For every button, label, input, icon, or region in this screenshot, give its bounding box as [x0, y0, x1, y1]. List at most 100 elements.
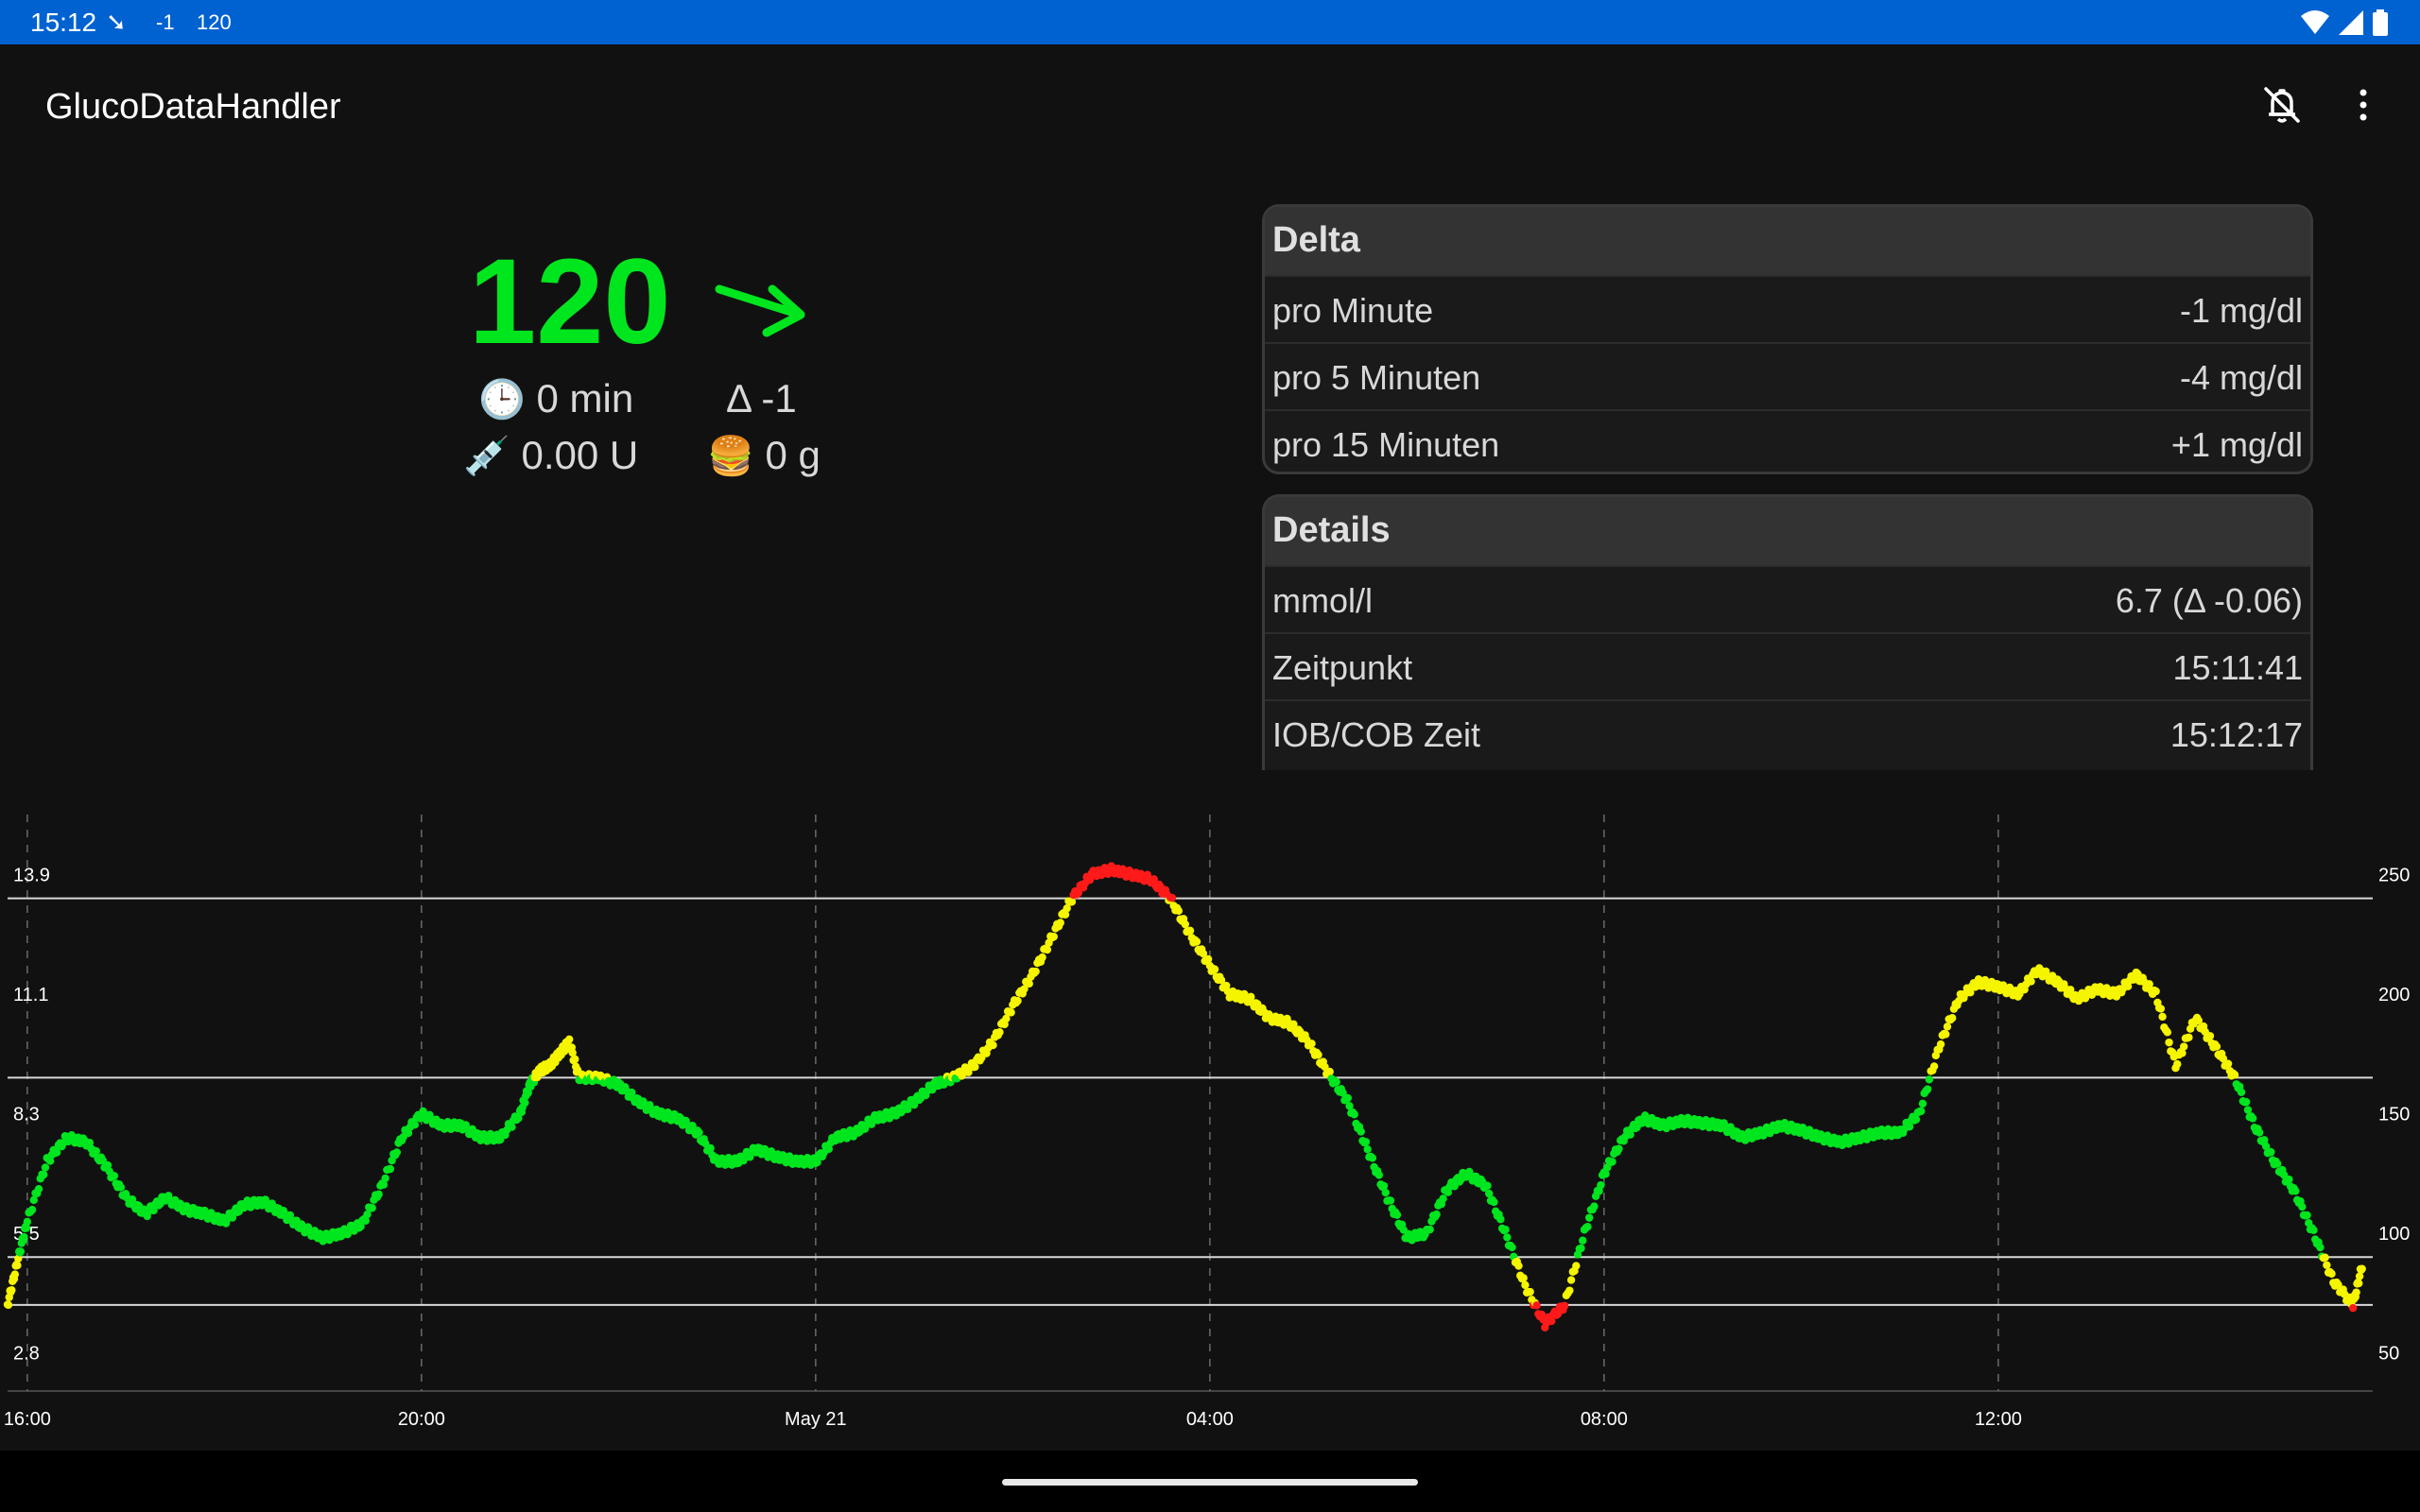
glucose-point [392, 1148, 401, 1157]
glucose-point [1357, 1127, 1365, 1136]
table-row: pro 15 Minuten +1 mg/dl [1265, 409, 2310, 472]
glucose-point [1361, 1138, 1371, 1146]
glucose-point [1532, 1301, 1541, 1310]
glucose-point [508, 1123, 516, 1131]
status-delta: -1 [156, 10, 175, 34]
glucose-point [10, 1270, 20, 1279]
glucose-point [1432, 1210, 1441, 1219]
glucose-point [1167, 893, 1177, 902]
glucose-point [40, 1170, 48, 1179]
status-bar: 15:12 ➘ -1 120 [0, 0, 2420, 44]
glucose-point [2321, 1253, 2329, 1262]
glucose-point [813, 1158, 821, 1167]
notifications-off-icon[interactable] [2259, 82, 2305, 128]
glucose-point [1314, 1051, 1322, 1059]
glucose-point [1020, 985, 1028, 993]
glucose-point [1519, 1274, 1528, 1282]
glucose-point [2194, 1016, 2204, 1025]
glucose-point [1929, 1062, 1939, 1071]
glucose-point [103, 1160, 112, 1170]
glucose-point [1379, 1181, 1389, 1191]
glucose-point [27, 1205, 37, 1214]
time-ago-value: 0 min [536, 376, 634, 421]
glucose-point [2179, 1042, 2188, 1051]
table-row: Zeitpunkt 15:11:41 [1265, 632, 2310, 699]
glucose-point [1025, 979, 1033, 988]
glucose-point [989, 1040, 997, 1050]
more-vert-icon[interactable] [2352, 82, 2375, 128]
glucose-point [386, 1164, 395, 1174]
glucose-point [1031, 967, 1040, 976]
home-handle[interactable] [1002, 1479, 1418, 1486]
glucose-point [2352, 1288, 2360, 1297]
glucose-point [2173, 1059, 2182, 1069]
glucose-point [2027, 977, 2035, 986]
glucose-point [1918, 1099, 1927, 1108]
glucose-point [381, 1174, 389, 1183]
row-label: pro 15 Minuten [1272, 425, 1500, 464]
glucose-point [1392, 1211, 1402, 1219]
glucose-point [1501, 1226, 1510, 1234]
glucose-point [1199, 949, 1208, 958]
glucose-point [1547, 1316, 1556, 1326]
glucose-point [1386, 1196, 1395, 1205]
glucose-point [363, 1210, 372, 1219]
x-tick-label: 12:00 [1975, 1409, 2022, 1430]
glucose-point [1483, 1181, 1492, 1190]
glucose-point [2156, 1005, 2166, 1013]
glucose-point [379, 1180, 389, 1189]
glucose-point [410, 1120, 420, 1129]
battery-icon [2373, 9, 2388, 36]
glucose-point [706, 1143, 715, 1153]
details-panel[interactable]: Details mmol/l 6.7 (Δ -0.06) Zeitpunkt 1… [1262, 494, 2313, 770]
glucose-point [1905, 1123, 1914, 1131]
glucose-point [1185, 926, 1195, 935]
glucose-point [1572, 1262, 1581, 1270]
glucose-point [8, 1285, 16, 1295]
glucose-point [1426, 1225, 1434, 1234]
glucose-point [2355, 1279, 2363, 1288]
glucose-point [2309, 1226, 2318, 1234]
glucose-point [45, 1157, 55, 1165]
glucose-point [2178, 1049, 2187, 1057]
arrow-down-right-icon [715, 284, 805, 337]
glucose-point [568, 1048, 577, 1057]
clock-icon: 🕒 [478, 378, 526, 421]
glucose-point [2163, 1028, 2172, 1037]
glucose-value: 120 [469, 234, 671, 369]
glucose-point [2260, 1136, 2269, 1144]
glucose-point [1374, 1171, 1384, 1179]
glucose-point [1049, 932, 1058, 941]
glucose-chart[interactable]: 16:00 20:00 May 21 04:00 08:00 12:00 13.9 11.1 8… [0, 803, 2420, 1436]
glucose-point [1566, 1276, 1576, 1284]
glucose-point [1002, 1014, 1011, 1023]
glucose-point [1325, 1067, 1334, 1076]
glucose-point [2230, 1071, 2239, 1079]
row-label: Zeitpunkt [1272, 648, 1413, 687]
glucose-point [1948, 1014, 1957, 1022]
glucose-point [2242, 1097, 2251, 1107]
glucose-point [1203, 954, 1213, 964]
glucose-point [1916, 1107, 1926, 1116]
glucose-point [16, 1247, 26, 1256]
glucose-point [29, 1195, 38, 1205]
y-tick-label-right: 250 [2378, 865, 2410, 885]
x-tick-label: 04:00 [1186, 1409, 1234, 1430]
syringe-icon: 💉 [463, 435, 510, 478]
table-row: pro 5 Minuten -4 mg/dl [1265, 342, 2310, 409]
glucose-point [149, 1206, 158, 1215]
navigation-bar [0, 1451, 2420, 1512]
glucose-point [1579, 1236, 1587, 1245]
glucose-point [1150, 875, 1158, 884]
glucose-point [1345, 1102, 1354, 1110]
row-value: -1 mg/dl [2179, 291, 2303, 330]
status-trend-arrow: ➘ [106, 8, 127, 36]
glucose-point [1496, 1215, 1505, 1224]
glucose-point [971, 1062, 979, 1072]
app-title: GlucoDataHandler [45, 87, 341, 127]
glucose-point [2152, 987, 2160, 996]
glucose-point [688, 1121, 697, 1130]
glucose-point [521, 1098, 529, 1108]
y-tick-label-right: 100 [2378, 1224, 2410, 1245]
row-value: 6.7 (Δ -0.06) [2115, 581, 2303, 620]
